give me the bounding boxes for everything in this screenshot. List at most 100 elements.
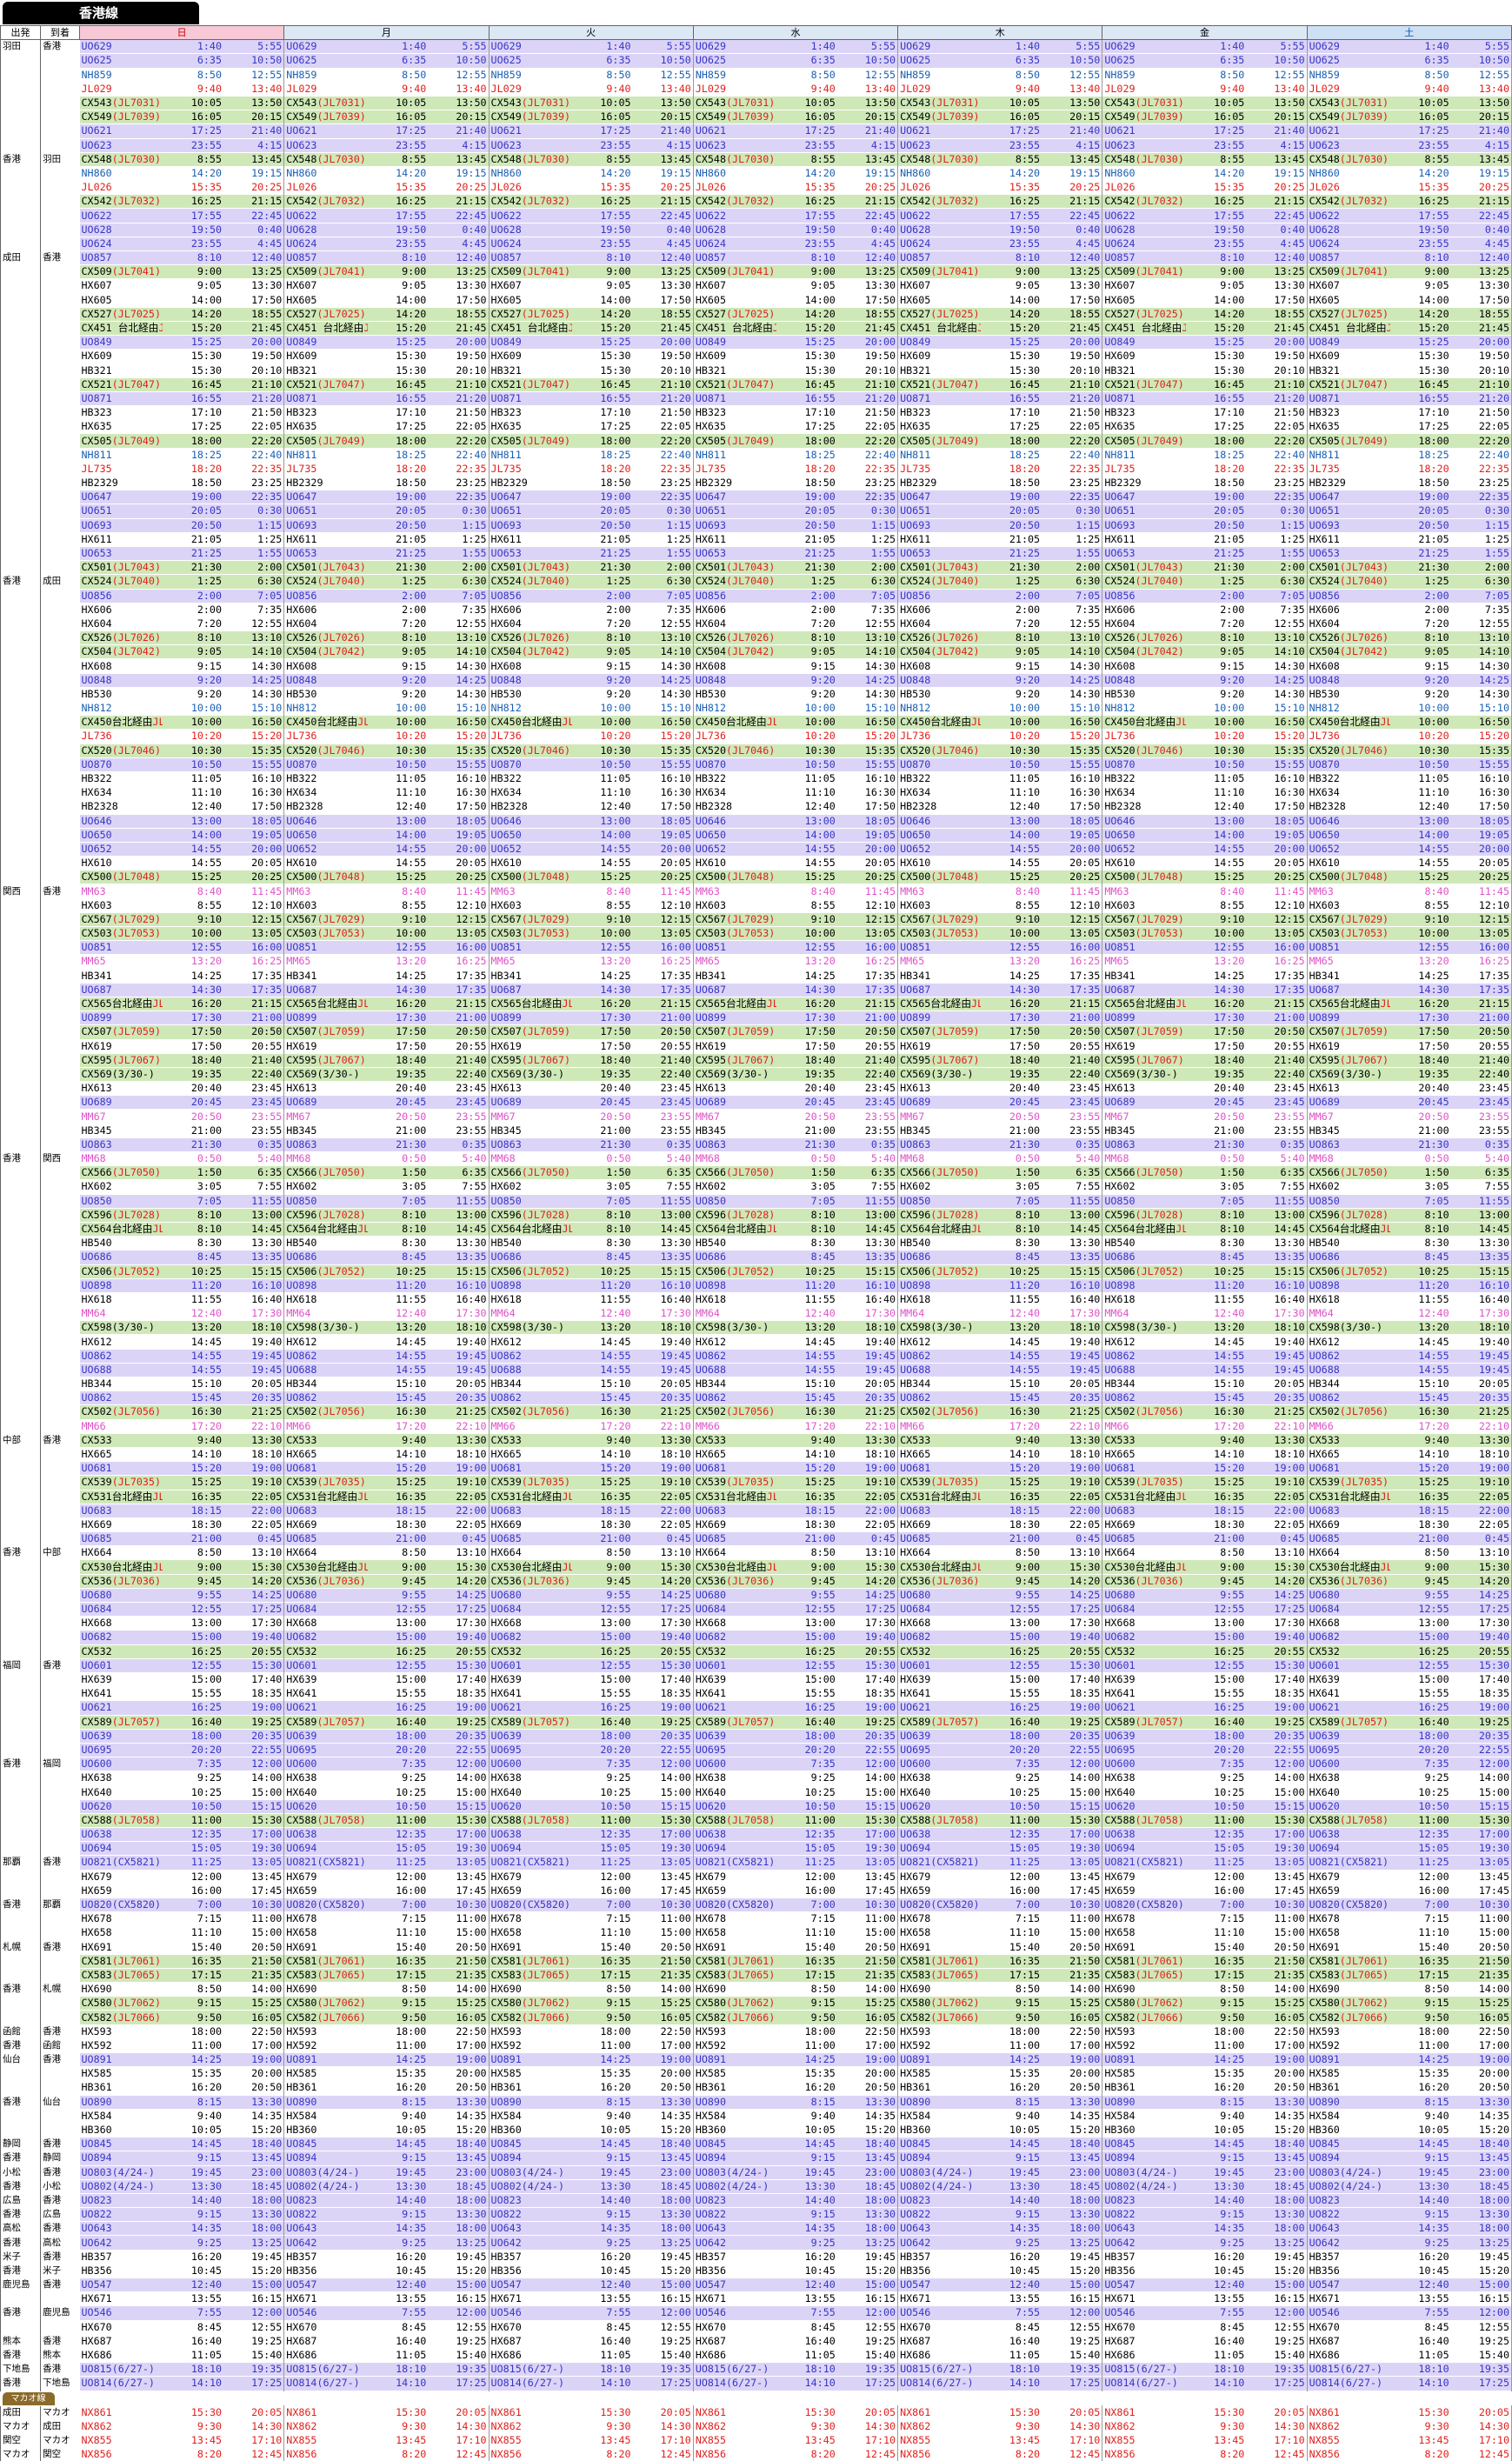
- flight-number: MM67: [489, 1109, 572, 1124]
- flight-number: NH860: [79, 165, 163, 181]
- flight-number-main: CX543: [81, 97, 112, 110]
- arrival-time: 12:10: [1042, 897, 1103, 913]
- flight-number: HB530: [1102, 686, 1186, 702]
- departure-time: 11:55: [1185, 1291, 1247, 1307]
- flight-number-main: CX564台北経由: [81, 1223, 153, 1236]
- arrival-time: 22:05: [223, 419, 285, 434]
- departure-time: 15:55: [1389, 1686, 1451, 1701]
- arrival-time: 6:35: [223, 1165, 285, 1180]
- arrival-time: 17:00: [632, 2037, 694, 2053]
- flight-number-main: CX566: [286, 1166, 317, 1179]
- flight-number: UO851: [1307, 940, 1390, 955]
- flight-number-main: CX581: [490, 1954, 522, 1967]
- flight-number: HX619: [897, 1038, 982, 1054]
- flight-number: MM63: [79, 884, 163, 899]
- departure-time: 16:20: [367, 2249, 429, 2264]
- arrival-time: 21:15: [632, 194, 694, 209]
- flight-row: CX527(JL7025) 14:20 18:55 CX527(JL7025) 14:2…: [0, 306, 1512, 322]
- arrival-time: 13:30: [836, 278, 899, 294]
- departure-time: 14:55: [367, 1362, 429, 1377]
- arrival-time: 15:40: [1450, 2347, 1512, 2363]
- departure-time: 17:50: [571, 1024, 633, 1039]
- route-origin: [0, 813, 41, 829]
- flight-number: UO851: [79, 940, 163, 955]
- route-destination: 那覇: [40, 1897, 80, 1912]
- arrival-time: 19:50: [632, 349, 694, 363]
- departure-time: 12:55: [163, 940, 224, 955]
- arrival-time: 23:25: [836, 475, 899, 490]
- arrival-time: 19:30: [1246, 1841, 1308, 1856]
- arrival-time: 19:10: [428, 1475, 490, 1490]
- arrival-time: 16:10: [1246, 1277, 1308, 1293]
- arrival-time: 18:40: [632, 2137, 694, 2151]
- arrival-time: 20:25: [1450, 180, 1512, 195]
- flight-number-main: CX565台北経由: [695, 997, 767, 1010]
- arrival-time: 19:25: [1450, 1714, 1512, 1730]
- flight-row: NH812 10:00 15:10 NH812 10:00 15:10 NH812 10:00…: [0, 700, 1512, 716]
- flight-number: CX532: [283, 1644, 368, 1659]
- flight-number: HB2328: [897, 799, 982, 814]
- departure-time: 0:50: [776, 1150, 837, 1166]
- departure-time: 10:45: [981, 2263, 1042, 2278]
- flight-number: HX670: [489, 2319, 572, 2335]
- route-destination: 小松: [40, 2178, 80, 2194]
- departure-time: 7:55: [1185, 2305, 1247, 2321]
- arrival-time: 22:05: [223, 1517, 285, 1532]
- flight-number: JL026: [489, 180, 572, 195]
- departure-time: 12:55: [571, 940, 633, 955]
- departure-time: 11:00: [1185, 1812, 1247, 1828]
- flight-number: HX641: [1307, 1686, 1390, 1701]
- departure-time: 14:30: [1389, 982, 1451, 997]
- arrival-time: 1:55: [632, 545, 694, 561]
- flight-number: NX856: [1307, 2447, 1390, 2461]
- departure-time: 11:10: [1389, 1925, 1451, 1940]
- flight-number: JL026: [1102, 180, 1186, 195]
- codeshare-number: (JL7025): [726, 307, 776, 320]
- route-origin: 中部: [0, 1432, 41, 1448]
- arrival-time: 13:30: [1042, 278, 1103, 294]
- route-destination: 香港: [40, 2277, 80, 2292]
- flight-number: UO814(6/27-): [1307, 2376, 1390, 2391]
- flight-number: HB321: [489, 363, 572, 378]
- arrival-time: 13:30: [1042, 1236, 1103, 1251]
- arrival-time: 15:20: [223, 729, 285, 744]
- flight-number: UO642: [897, 2235, 982, 2251]
- departure-time: 13:20: [776, 1320, 837, 1335]
- departure-time: 17:15: [981, 1967, 1042, 1983]
- departure-time: 8:50: [367, 1982, 429, 1997]
- flight-number: UO638: [1307, 1826, 1390, 1842]
- departure-time: 6:35: [981, 53, 1042, 69]
- flight-number: UO815(6/27-): [1102, 2362, 1186, 2377]
- arrival-time: 13:45: [223, 151, 285, 167]
- flight-number: MM68: [693, 1150, 777, 1166]
- flight-number: HX603: [1307, 897, 1390, 913]
- flight-number: UO848: [897, 672, 982, 688]
- flight-number: HX610: [897, 856, 982, 870]
- flight-number: HX679: [897, 1869, 982, 1884]
- departure-time: 16:05: [571, 110, 633, 124]
- flight-number: HX639: [283, 1671, 368, 1687]
- arrival-time: 21:15: [1246, 194, 1308, 209]
- departure-time: 9:40: [571, 1432, 633, 1448]
- flight-number: UO850: [283, 1193, 368, 1209]
- arrival-time: 14:30: [1450, 2418, 1512, 2434]
- codeshare-number: JL7045: [569, 322, 572, 334]
- departure-time: 16:55: [367, 390, 429, 406]
- codeshare-number: JL7054: [766, 1223, 776, 1236]
- flight-number: CX524(JL7040): [897, 574, 982, 589]
- departure-time: 16:25: [367, 1644, 429, 1659]
- departure-time: 12:40: [163, 1306, 224, 1321]
- arrival-time: 13:10: [1450, 630, 1512, 645]
- departure-time: 8:45: [163, 1250, 224, 1264]
- route-origin: [0, 1559, 41, 1575]
- departure-time: 7:20: [571, 616, 633, 631]
- flight-number-main: CX542: [695, 195, 726, 208]
- flight-number: UO815(6/27-): [283, 2362, 368, 2377]
- flight-number: UO623: [1307, 137, 1390, 153]
- departure-time: 17:50: [367, 1024, 429, 1039]
- departure-time: 15:00: [571, 1630, 633, 1645]
- flight-number: UO802(4/24-): [1102, 2178, 1186, 2194]
- arrival-time: 0:40: [1246, 222, 1308, 237]
- flight-number: UO857: [283, 250, 368, 265]
- flight-row: 羽田 香港 UO629 1:40 5:55 UO629 1:40 5:55 UO629 1:40 5…: [0, 39, 1512, 54]
